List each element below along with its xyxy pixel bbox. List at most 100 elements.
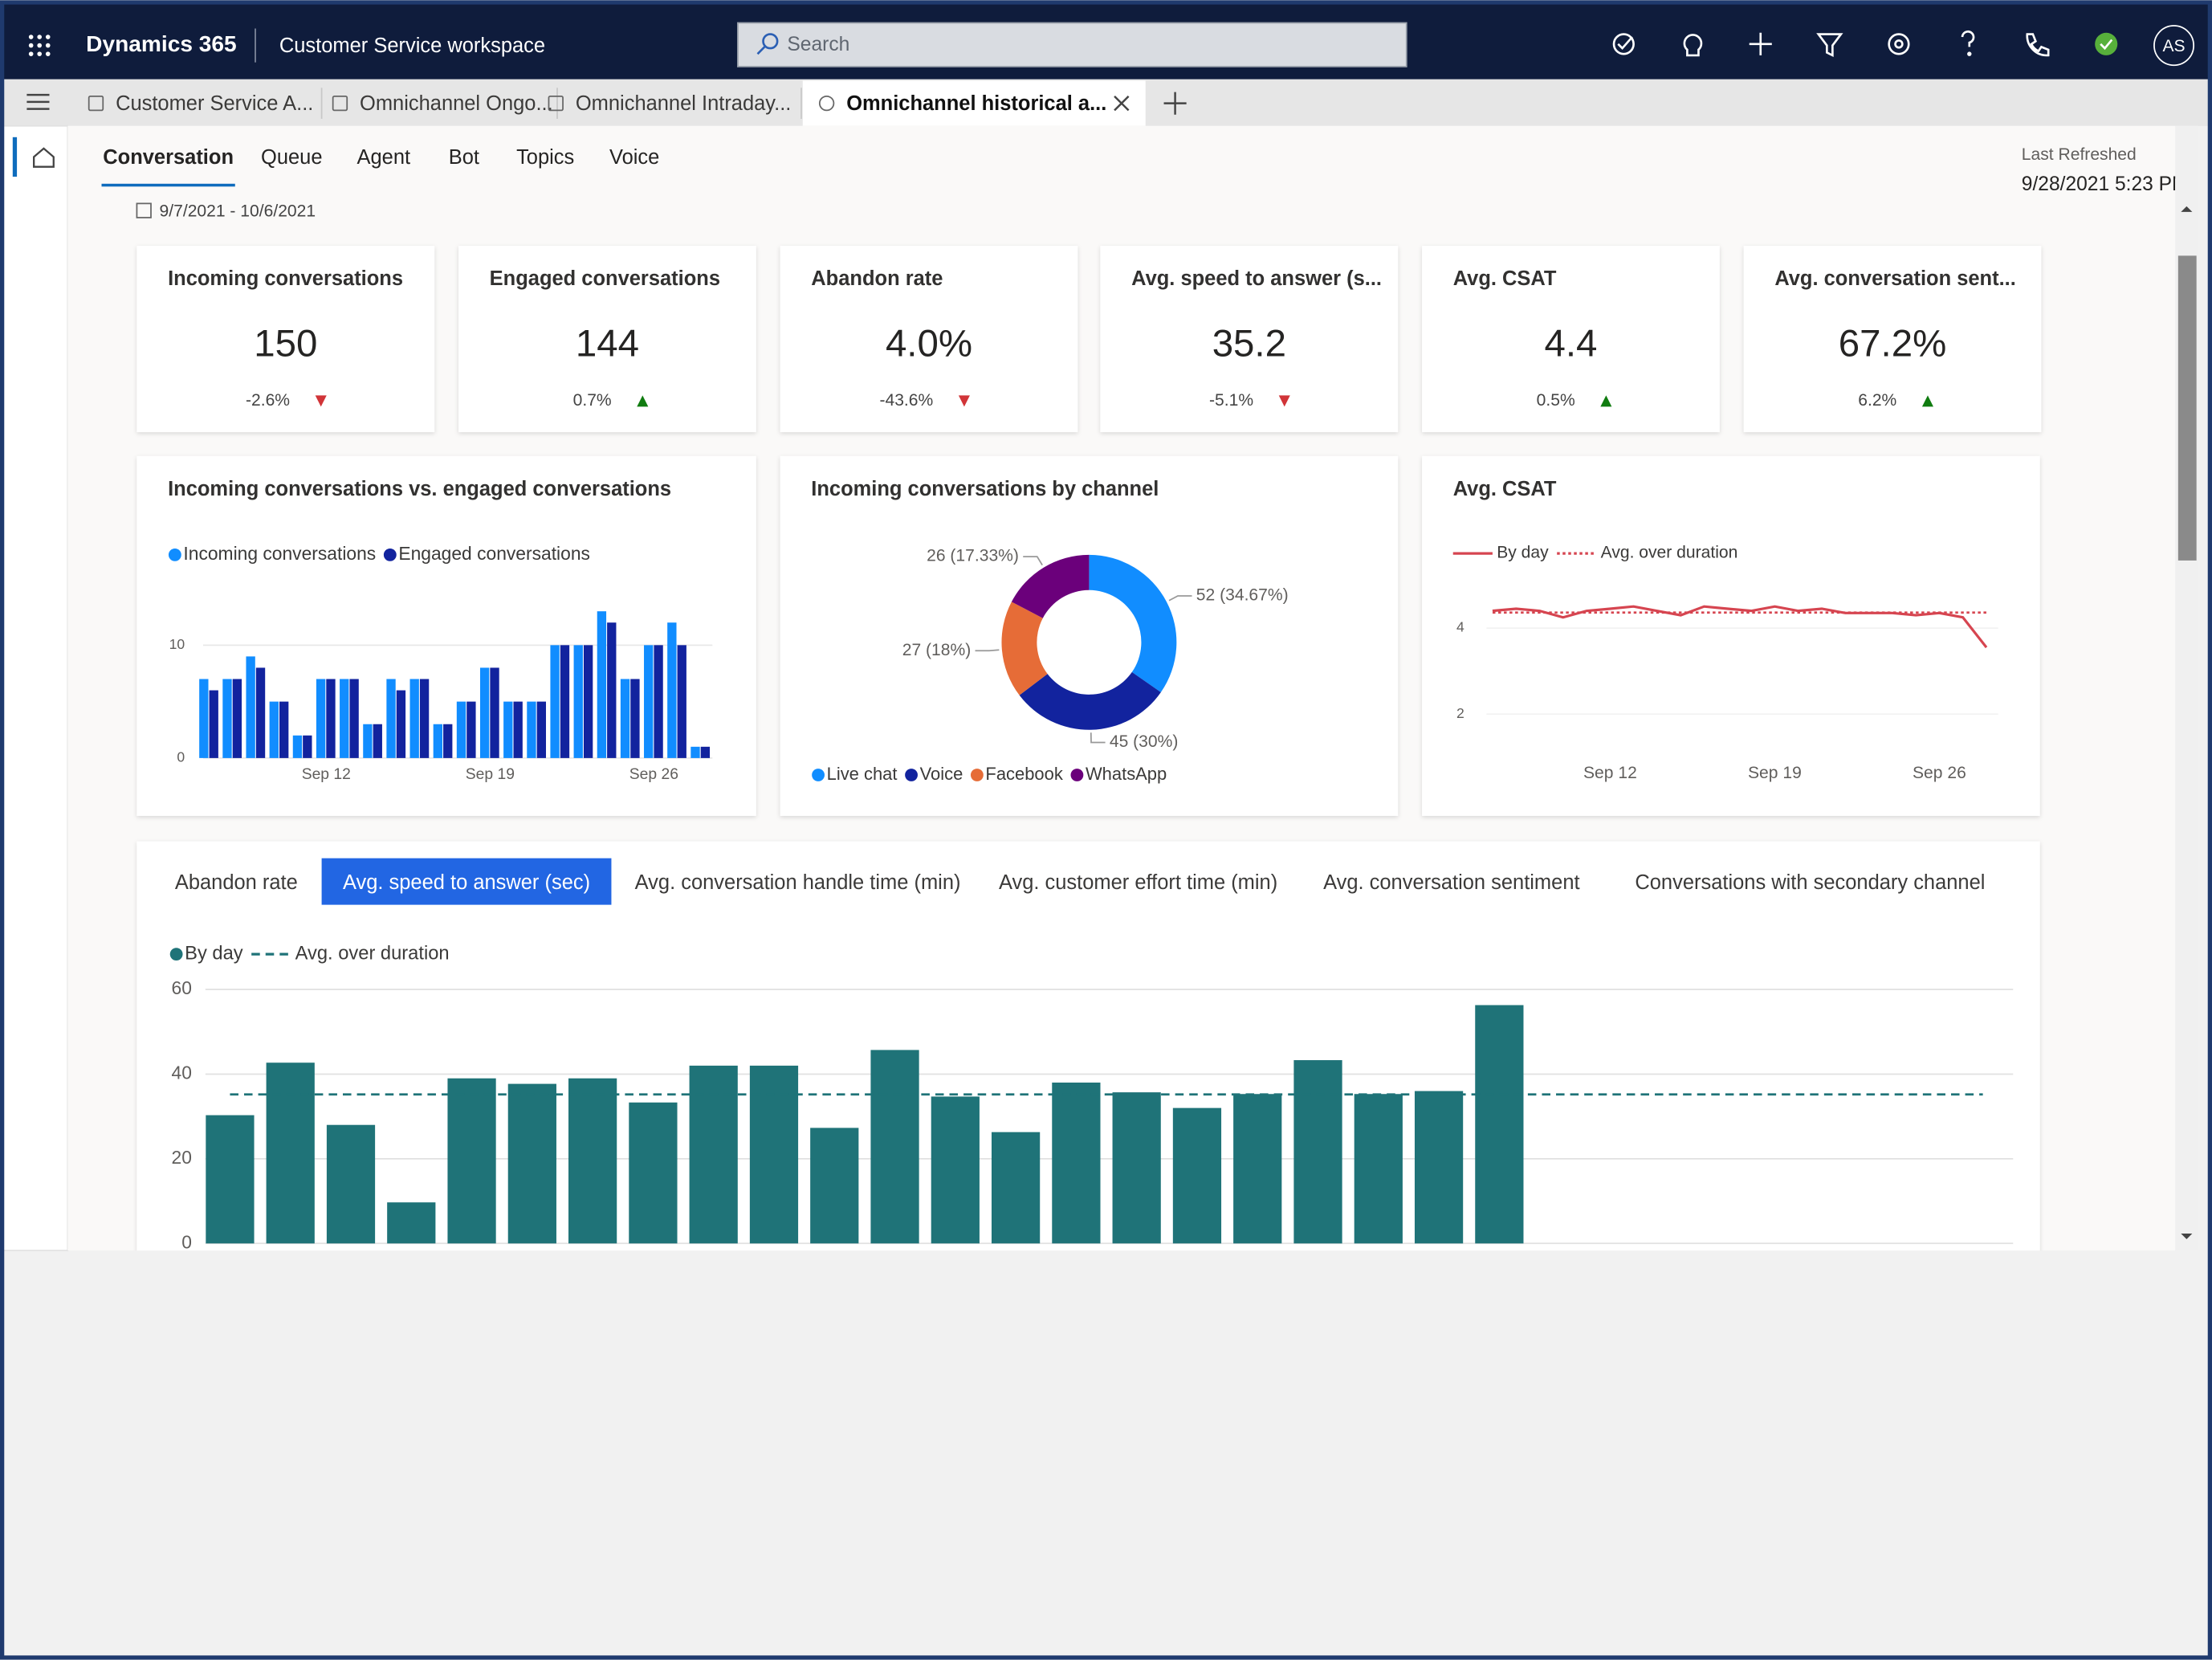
bar — [508, 1084, 556, 1244]
legend-marker — [384, 549, 397, 561]
bar — [397, 691, 405, 758]
legend-label: WhatsApp — [1086, 764, 1167, 784]
bar — [667, 622, 676, 758]
app-launcher[interactable] — [29, 35, 51, 56]
date-range[interactable]: 9/7/2021 - 10/6/2021 — [160, 202, 316, 220]
bar — [210, 691, 218, 758]
legend-label: Avg. over duration — [1601, 544, 1738, 562]
bar — [326, 679, 335, 757]
bar — [574, 645, 583, 758]
x-tick-label: Sep 12 — [302, 766, 351, 783]
kpi-title: Avg. speed to answer (s... — [1131, 267, 1382, 290]
x-tick-label: Sep 19 — [466, 766, 515, 783]
data-label: 27 (18%) — [902, 641, 972, 659]
metric-tab[interactable]: Avg. conversation handle time (min) — [635, 871, 961, 894]
nav-tab[interactable]: Queue — [261, 146, 322, 169]
metric-tab[interactable]: Abandon rate — [175, 871, 298, 894]
bar — [514, 702, 523, 758]
x-tick-label: Sep 12 — [1583, 764, 1637, 782]
y-tick-label: 10 — [169, 636, 185, 652]
kpi-title: Avg. CSAT — [1453, 267, 1557, 290]
bar — [537, 702, 546, 758]
bar — [870, 1050, 919, 1243]
nav-tab[interactable]: Bot — [449, 146, 479, 169]
workspace-name: Customer Service workspace — [279, 35, 545, 57]
bar — [503, 702, 512, 758]
refresh-value: 9/28/2021 5:23 PM — [2022, 173, 2189, 195]
legend-label: Voice — [920, 764, 963, 784]
bar — [560, 645, 569, 758]
tab-label[interactable]: Customer Service A... — [116, 92, 313, 115]
bar — [607, 622, 616, 758]
kpi-title: Avg. conversation sent... — [1774, 267, 2016, 290]
y-tick-label: 4 — [1456, 619, 1464, 635]
bar — [931, 1096, 980, 1243]
metric-tab[interactable]: Avg. conversation sentiment — [1323, 871, 1579, 894]
presence-status[interactable] — [2095, 33, 2117, 55]
y-tick-label: 0 — [181, 1231, 192, 1252]
bar — [447, 1079, 495, 1244]
legend-label: By day — [1497, 544, 1549, 562]
nav-tab[interactable]: Topics — [516, 146, 574, 169]
metric-tab[interactable]: Avg. customer effort time (min) — [999, 871, 1277, 894]
refresh-label: Last Refreshed — [2022, 145, 2137, 164]
metric-tab[interactable]: Conversations with secondary channel — [1635, 871, 1985, 894]
kpi-value: 4.4 — [1544, 322, 1597, 365]
bar — [654, 645, 662, 758]
bar — [420, 679, 429, 757]
legend-label: Incoming conversations — [183, 543, 376, 564]
x-tick-label: Sep 26 — [629, 766, 678, 783]
legend-marker — [905, 769, 918, 781]
bar — [466, 702, 475, 758]
bar — [678, 645, 686, 758]
bar — [1233, 1094, 1281, 1243]
bar — [701, 747, 710, 758]
bar — [810, 1128, 858, 1243]
legend-marker — [169, 549, 181, 561]
bar — [597, 611, 606, 758]
bar — [199, 679, 208, 757]
kpi-value: 67.2% — [1839, 322, 1946, 365]
bar — [267, 1062, 315, 1243]
tab-label[interactable]: Omnichannel historical a... — [846, 92, 1106, 115]
bar — [387, 1202, 435, 1243]
kpi-change: -5.1% — [1209, 391, 1253, 410]
tab-label[interactable]: Omnichannel Ongo... — [360, 92, 553, 115]
nav-tab[interactable]: Conversation — [103, 146, 234, 169]
chart-card — [136, 456, 756, 816]
bar — [1113, 1092, 1161, 1243]
legend-label: Avg. over duration — [295, 943, 450, 964]
bar — [233, 679, 242, 757]
tab-label[interactable]: Omnichannel Intraday... — [576, 92, 792, 115]
bar — [690, 1066, 738, 1243]
nav-tab[interactable]: Voice — [609, 146, 659, 169]
metric-tab[interactable]: Avg. speed to answer (sec) — [343, 871, 590, 894]
chart-card — [1422, 456, 2040, 816]
kpi-change: 0.7% — [573, 391, 612, 410]
kpi-value: 35.2 — [1212, 322, 1286, 365]
kpi-value: 144 — [576, 322, 639, 365]
bar — [1354, 1094, 1403, 1243]
scroll-thumb[interactable] — [2178, 255, 2197, 561]
app-name: Dynamics 365 — [86, 31, 237, 56]
nav-tab[interactable]: Agent — [357, 146, 411, 169]
kpi-value: 150 — [254, 322, 317, 365]
bar — [527, 702, 536, 758]
bar — [690, 747, 699, 758]
bar — [293, 736, 302, 758]
legend-label: Live chat — [827, 764, 898, 784]
bar — [992, 1132, 1040, 1244]
bar — [1475, 1005, 1523, 1244]
kpi-change: 0.5% — [1537, 391, 1575, 410]
bar — [584, 645, 593, 758]
legend-marker — [170, 948, 183, 961]
bar — [303, 736, 312, 758]
bar — [434, 724, 442, 758]
x-tick-label: Sep 26 — [1913, 764, 1966, 782]
bar — [644, 645, 653, 758]
bar — [256, 667, 265, 757]
data-label: 26 (17.33%) — [927, 547, 1019, 565]
legend-label: By day — [185, 943, 243, 964]
